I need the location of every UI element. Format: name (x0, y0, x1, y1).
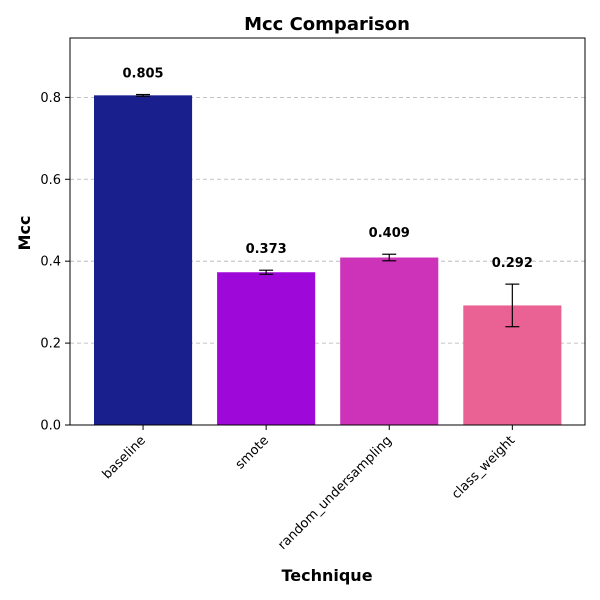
x-tick-label-random_undersampling: random_undersampling (275, 433, 395, 553)
plot-frame (69, 37, 586, 426)
y-tick-label: 0.6 (40, 173, 61, 188)
x-axis-label: Technique (281, 566, 372, 585)
bar-smote (217, 272, 316, 425)
data-label-class_weight: 0.292 (492, 256, 533, 271)
y-axis-label: Mcc (15, 216, 34, 251)
y-tick-label: 0.0 (40, 419, 61, 434)
bar-baseline (94, 95, 193, 425)
chart-title: Mcc Comparison (244, 14, 410, 35)
y-tick-label: 0.4 (40, 255, 61, 270)
x-tick-label-baseline: baseline (100, 433, 149, 482)
bar-random_undersampling (340, 257, 439, 425)
data-label-random_undersampling: 0.409 (369, 226, 410, 241)
x-tick-label-smote: smote (233, 433, 272, 472)
y-tick-label: 0.8 (40, 91, 61, 106)
data-label-smote: 0.373 (246, 242, 287, 257)
plot-area: 0.805 baseline 0.373 smote 0.409 random_under… (40, 37, 586, 553)
y-tick-label: 0.2 (40, 337, 61, 352)
x-tick-label-class_weight: class_weight (449, 433, 518, 502)
data-label-baseline: 0.805 (122, 67, 163, 82)
